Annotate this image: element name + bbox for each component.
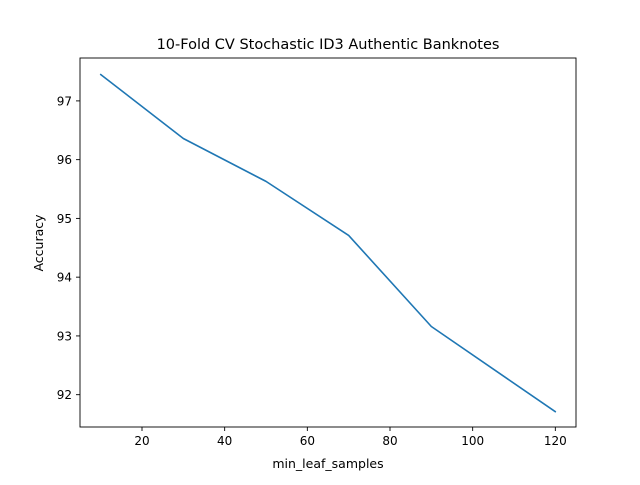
- x-tick-label: 20: [134, 434, 149, 448]
- x-tick-label: 60: [300, 434, 315, 448]
- y-tick-label: 94: [57, 271, 72, 285]
- x-tick-label: 100: [461, 434, 484, 448]
- x-tick-label: 40: [217, 434, 232, 448]
- y-tick-label: 97: [57, 94, 72, 108]
- plot-area: 20 40 60 80 100 120 92 93 94 95 96 97: [57, 57, 577, 448]
- x-axis-label: min_leaf_samples: [272, 456, 383, 471]
- chart-title: 10-Fold CV Stochastic ID3 Authentic Bank…: [157, 37, 500, 53]
- y-tick-label: 96: [57, 153, 72, 167]
- y-tick-label: 92: [57, 388, 72, 402]
- y-tick-label: 95: [57, 212, 72, 226]
- axes-frame: [79, 57, 577, 428]
- x-tick-label: 80: [382, 434, 397, 448]
- x-tick-label: 120: [544, 434, 567, 448]
- series-line-0: [99, 73, 557, 413]
- y-axis-label: Accuracy: [31, 214, 46, 272]
- y-tick-label: 93: [57, 329, 72, 343]
